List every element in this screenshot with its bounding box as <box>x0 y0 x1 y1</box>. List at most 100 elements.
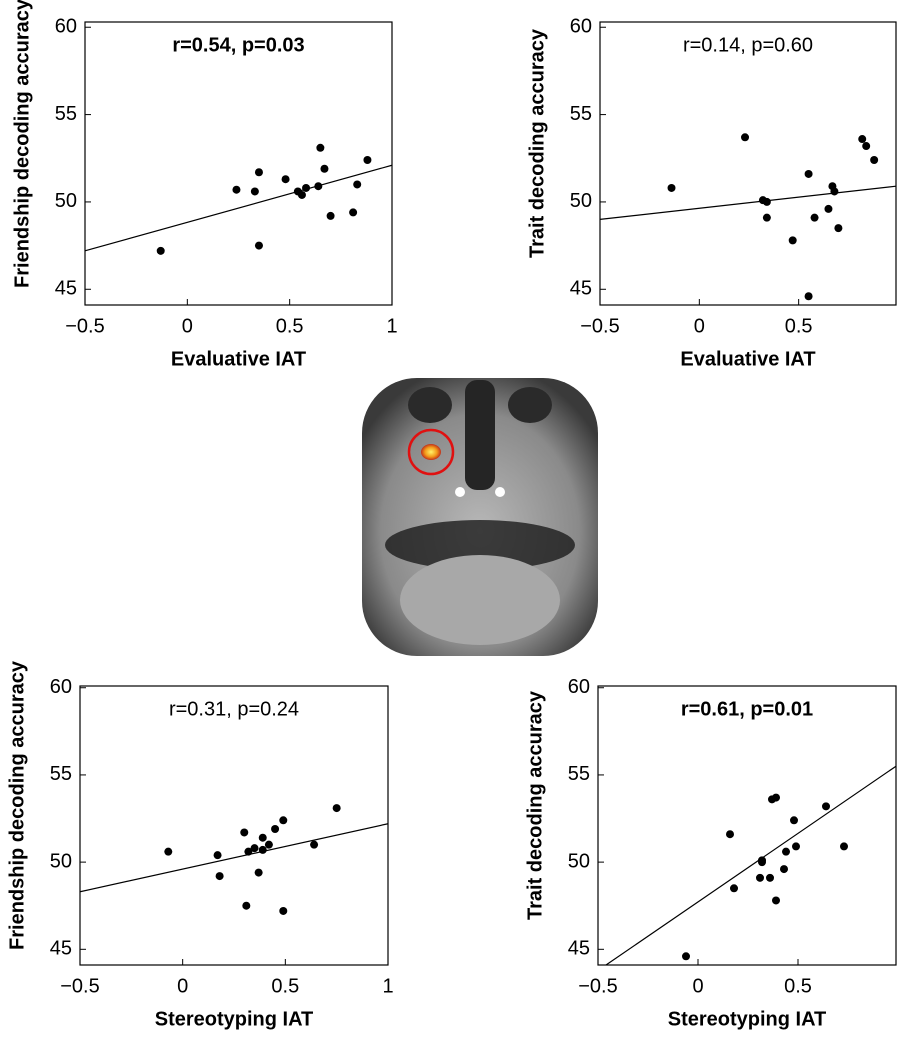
annotation: r=0.54, p=0.03 <box>172 34 304 56</box>
point <box>758 858 766 866</box>
point <box>279 816 287 824</box>
point <box>282 175 290 183</box>
plot-frame <box>598 686 896 965</box>
point <box>316 144 324 152</box>
x-axis-label: Evaluative IAT <box>171 348 306 370</box>
point <box>726 830 734 838</box>
plot-frame <box>80 686 388 965</box>
point <box>805 292 813 300</box>
y-axis-label: Trait decoding accuracy <box>524 690 546 920</box>
x-tick-label: 0.5 <box>784 975 812 997</box>
point <box>255 242 263 250</box>
point <box>862 142 870 150</box>
x-tick-label: 0.5 <box>276 315 304 337</box>
point <box>298 191 306 199</box>
point <box>756 874 764 882</box>
x-tick-label: 0 <box>177 975 188 997</box>
fit-line <box>606 766 896 965</box>
y-tick-label: 55 <box>568 763 590 785</box>
y-tick-label: 60 <box>568 676 590 698</box>
x-tick-label: 0.5 <box>271 975 299 997</box>
y-tick-label: 45 <box>570 278 592 300</box>
point <box>279 907 287 915</box>
point <box>772 896 780 904</box>
point <box>232 186 240 194</box>
x-tick-label: 0.5 <box>785 315 813 337</box>
y-tick-label: 55 <box>570 103 592 125</box>
y-axis-label: Friendship decoding accuracy <box>6 660 28 950</box>
fit-line <box>600 186 896 219</box>
annotation: r=0.14, p=0.60 <box>683 34 813 56</box>
y-tick-label: 45 <box>50 938 72 960</box>
x-axis-label: Evaluative IAT <box>680 348 815 370</box>
point <box>741 133 749 141</box>
annotation: r=0.31, p=0.24 <box>169 698 299 720</box>
point <box>824 205 832 213</box>
point <box>214 851 222 859</box>
point <box>782 848 790 856</box>
point <box>251 844 259 852</box>
y-axis-label: Friendship decoding accuracy <box>11 0 33 288</box>
point <box>327 212 335 220</box>
point <box>314 182 322 190</box>
point <box>858 135 866 143</box>
plot-frame <box>85 22 392 305</box>
y-tick-label: 50 <box>55 190 77 212</box>
x-axis-label: Stereotyping IAT <box>155 1008 314 1030</box>
point <box>830 187 838 195</box>
point <box>240 828 248 836</box>
point <box>805 170 813 178</box>
point <box>840 842 848 850</box>
x-tick-label: 1 <box>386 315 397 337</box>
point <box>763 198 771 206</box>
point <box>363 156 371 164</box>
y-tick-label: 60 <box>50 676 72 698</box>
point <box>792 842 800 850</box>
point <box>772 794 780 802</box>
point <box>730 884 738 892</box>
y-tick-label: 50 <box>570 190 592 212</box>
brain-image <box>362 378 598 656</box>
y-tick-label: 55 <box>50 763 72 785</box>
point <box>790 816 798 824</box>
fit-line <box>80 824 388 892</box>
point <box>271 825 279 833</box>
y-axis-label: Trait decoding accuracy <box>526 28 548 258</box>
point <box>834 224 842 232</box>
point <box>766 874 774 882</box>
point <box>302 184 310 192</box>
point <box>789 236 797 244</box>
x-tick-label: −0.5 <box>60 975 99 997</box>
point <box>216 872 224 880</box>
point <box>333 804 341 812</box>
point <box>164 848 172 856</box>
y-tick-label: 45 <box>55 278 77 300</box>
point <box>763 214 771 222</box>
x-tick-label: 0 <box>182 315 193 337</box>
point <box>255 168 263 176</box>
point <box>349 208 357 216</box>
point <box>320 165 328 173</box>
point <box>870 156 878 164</box>
y-tick-label: 45 <box>568 938 590 960</box>
point <box>242 902 250 910</box>
x-tick-label: −0.5 <box>578 975 617 997</box>
point <box>353 180 361 188</box>
y-tick-label: 60 <box>570 16 592 38</box>
y-tick-label: 60 <box>55 16 77 38</box>
fit-line <box>85 165 392 251</box>
point <box>255 869 263 877</box>
y-tick-label: 55 <box>55 103 77 125</box>
point <box>668 184 676 192</box>
point <box>265 841 273 849</box>
point <box>811 214 819 222</box>
point <box>822 802 830 810</box>
y-tick-label: 50 <box>568 850 590 872</box>
point <box>251 187 259 195</box>
figure: 45 50 55 60 −0.5 0 0.5 1 r=0.54, p=0.03 Evaluativ… <box>0 0 897 1039</box>
x-axis-label: Stereotyping IAT <box>668 1008 827 1030</box>
annotation: r=0.61, p=0.01 <box>681 698 813 720</box>
point <box>780 865 788 873</box>
point <box>259 846 267 854</box>
point <box>157 247 165 255</box>
